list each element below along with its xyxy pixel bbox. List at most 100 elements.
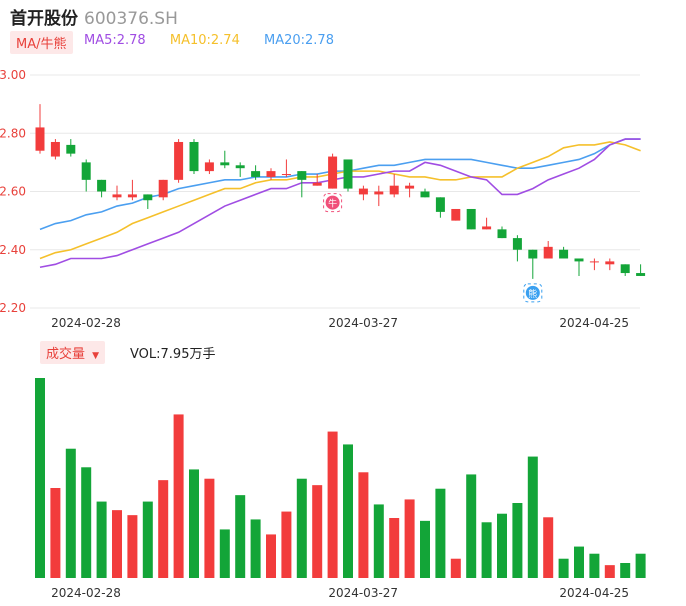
volume-toggle-button[interactable]: 成交量 ▼	[40, 341, 106, 364]
ma-legend: MA5:2.78 MA10:2.74 MA20:2.78	[84, 33, 354, 48]
volume-bar	[173, 414, 184, 578]
volume-bar	[204, 478, 215, 578]
volume-bar	[327, 431, 338, 578]
volume-bar	[466, 474, 477, 578]
stock-code: 600376.SH	[84, 9, 178, 29]
candle-body	[112, 194, 122, 198]
candle-body	[620, 264, 630, 274]
candle-body	[297, 171, 307, 180]
candle-body	[543, 246, 553, 259]
volume-bar	[543, 517, 554, 578]
volume-bar	[127, 515, 138, 578]
volume-bar	[604, 565, 615, 578]
volume-bar	[558, 558, 569, 578]
volume-bar	[373, 504, 384, 578]
volume-label: VOL:7.95万手	[130, 347, 216, 362]
volume-bar	[450, 558, 461, 578]
candle-body	[127, 194, 137, 198]
y-tick-label: 2.60	[0, 185, 26, 199]
candle-body	[589, 261, 599, 263]
y-tick-label: 2.40	[0, 243, 26, 257]
price-y-axis: 3.00 2.80 2.60 2.40 2.20	[0, 68, 26, 315]
volume-bar	[527, 456, 538, 578]
ma10-line	[39, 141, 641, 260]
volume-bar	[343, 444, 353, 578]
ma5-line	[39, 138, 641, 269]
volume-bar	[574, 546, 584, 578]
volume-bar	[358, 472, 369, 578]
volume-bar	[635, 553, 646, 578]
volume-toggle-label: 成交量	[46, 347, 86, 362]
x-tick-label: 2024-02-28	[51, 586, 121, 600]
bear-marker-frame	[523, 283, 543, 303]
candle-body	[235, 165, 245, 169]
candle-body	[251, 171, 261, 177]
candle-body	[35, 127, 45, 151]
ma20-label: MA20:2.78	[263, 33, 334, 48]
bull-marker-frame	[323, 193, 343, 213]
candle-body	[343, 159, 353, 189]
bear-marker-label: 熊	[528, 288, 537, 300]
volume-bar	[296, 478, 307, 578]
bull-marker-icon	[325, 195, 340, 210]
caret-down-icon: ▼	[92, 351, 100, 361]
candle-body	[466, 208, 476, 230]
x-tick-label: 2024-02-28	[51, 316, 121, 330]
ma20-line	[39, 138, 641, 231]
candle-body	[405, 185, 415, 189]
price-grid	[30, 74, 640, 309]
candle-body	[328, 156, 338, 189]
candle-body	[81, 162, 91, 180]
volume-bar	[219, 529, 230, 578]
volume-bar	[35, 378, 45, 578]
volume-bar	[481, 522, 492, 578]
candle-body	[50, 141, 60, 157]
candle-body	[435, 197, 445, 212]
volume-bar	[96, 501, 107, 578]
candle-body	[97, 179, 107, 192]
candle-body	[174, 141, 184, 180]
candle-body	[374, 191, 384, 195]
candle-body	[204, 162, 214, 172]
y-tick-label: 2.80	[0, 126, 26, 140]
volume-bar	[112, 510, 122, 578]
x-tick-label: 2024-03-27	[328, 316, 398, 330]
candle-body	[451, 208, 461, 221]
volume-bar	[50, 488, 61, 578]
price-x-axis: 2024-02-28 2024-03-27 2024-04-25	[51, 316, 629, 330]
volume-bar	[512, 503, 523, 578]
volume-bar	[435, 488, 446, 578]
candle-body	[266, 171, 276, 177]
stock-name: 首开股份	[10, 9, 78, 29]
x-tick-label: 2024-04-25	[559, 316, 629, 330]
bull-marker-label: 牛	[328, 198, 337, 210]
ma5-label: MA5:2.78	[84, 33, 146, 48]
ma-lines	[39, 138, 641, 269]
volume-bar	[497, 513, 507, 578]
candle-body	[158, 179, 168, 198]
candle-body	[482, 226, 492, 230]
volume-bar	[142, 501, 153, 578]
volume-bar	[81, 467, 92, 578]
candle-body	[66, 144, 76, 154]
volume-bar	[281, 511, 292, 578]
volume-bar	[420, 520, 430, 578]
volume-bar	[250, 519, 261, 578]
bear-marker-icon	[525, 285, 540, 300]
volume-bar	[65, 448, 76, 578]
volume-bar	[189, 469, 199, 578]
candle-body	[574, 258, 584, 262]
candles	[35, 104, 646, 279]
candle-body	[420, 191, 430, 198]
candle-body	[358, 188, 368, 195]
ma-toggle-button[interactable]: MA/牛熊	[10, 31, 73, 54]
volume-x-axis: 2024-02-28 2024-03-27 2024-04-25	[51, 586, 629, 600]
candle-body	[605, 261, 615, 265]
candle-body	[497, 229, 507, 239]
candle-body	[528, 249, 538, 259]
ma10-label: MA10:2.74	[169, 33, 240, 48]
volume-bar	[266, 534, 276, 578]
volume-bar	[312, 485, 323, 578]
bull-bear-markers: 牛熊	[323, 193, 543, 303]
candle-body	[636, 273, 646, 276]
